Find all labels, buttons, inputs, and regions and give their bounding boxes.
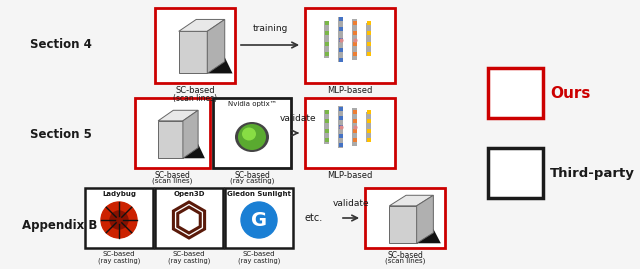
- Polygon shape: [417, 229, 441, 243]
- Circle shape: [110, 211, 128, 229]
- Bar: [488, 148, 543, 198]
- Text: SC-based: SC-based: [243, 251, 275, 257]
- Text: Gledon Sunlight: Gledon Sunlight: [227, 191, 291, 197]
- Polygon shape: [417, 195, 433, 243]
- Text: MLP-based: MLP-based: [327, 86, 372, 95]
- Bar: [155, 188, 223, 248]
- Bar: [324, 21, 330, 58]
- Bar: [488, 68, 543, 118]
- Bar: [352, 19, 357, 61]
- Polygon shape: [389, 195, 433, 206]
- Polygon shape: [389, 206, 417, 243]
- Text: SC-based: SC-based: [387, 251, 423, 260]
- Text: SC-based: SC-based: [173, 251, 205, 257]
- Text: training: training: [252, 24, 288, 33]
- Bar: [213, 98, 291, 168]
- Bar: [85, 188, 153, 248]
- Bar: [352, 108, 357, 146]
- Polygon shape: [183, 110, 198, 158]
- Text: (scan lines): (scan lines): [173, 94, 217, 103]
- Text: MLP-based: MLP-based: [327, 171, 372, 180]
- Bar: [155, 8, 235, 83]
- Polygon shape: [158, 110, 198, 121]
- Text: SC-based: SC-based: [155, 171, 191, 180]
- Text: Ladybug: Ladybug: [102, 191, 136, 197]
- Text: (ray casting): (ray casting): [238, 258, 280, 264]
- Polygon shape: [183, 144, 205, 158]
- Circle shape: [241, 202, 277, 238]
- Bar: [324, 111, 330, 144]
- Text: Nvidia optix™: Nvidia optix™: [228, 101, 276, 107]
- Text: Third-party: Third-party: [550, 167, 635, 179]
- Text: validate: validate: [280, 114, 316, 123]
- Text: Open3D: Open3D: [173, 191, 205, 197]
- Bar: [225, 188, 293, 248]
- Bar: [366, 112, 371, 142]
- Text: validate: validate: [333, 199, 369, 208]
- Text: G: G: [251, 211, 267, 229]
- Bar: [305, 8, 395, 83]
- Bar: [338, 17, 344, 62]
- Bar: [366, 23, 371, 56]
- Text: SC-based: SC-based: [103, 251, 135, 257]
- Bar: [305, 98, 395, 168]
- Polygon shape: [207, 19, 225, 73]
- Bar: [338, 106, 344, 148]
- Text: SC-based: SC-based: [234, 171, 270, 180]
- Polygon shape: [179, 31, 207, 73]
- Text: Section 4: Section 4: [30, 38, 92, 51]
- Ellipse shape: [235, 122, 269, 152]
- Text: etc.: etc.: [305, 213, 323, 223]
- Text: (scan lines): (scan lines): [385, 258, 425, 264]
- Text: (ray casting): (ray casting): [98, 258, 140, 264]
- Bar: [135, 98, 210, 168]
- Polygon shape: [179, 19, 225, 31]
- Circle shape: [101, 202, 137, 238]
- Polygon shape: [158, 121, 183, 158]
- Text: Ours: Ours: [550, 86, 590, 101]
- Text: (ray casting): (ray casting): [168, 258, 210, 264]
- Ellipse shape: [238, 124, 266, 150]
- Text: Appendix B: Appendix B: [22, 218, 97, 232]
- Polygon shape: [207, 57, 232, 73]
- Text: (scan lines): (scan lines): [152, 178, 193, 185]
- Ellipse shape: [242, 128, 256, 140]
- Bar: [365, 188, 445, 248]
- Text: (ray casting): (ray casting): [230, 178, 274, 185]
- Text: SC-based: SC-based: [175, 86, 215, 95]
- Text: Section 5: Section 5: [30, 129, 92, 141]
